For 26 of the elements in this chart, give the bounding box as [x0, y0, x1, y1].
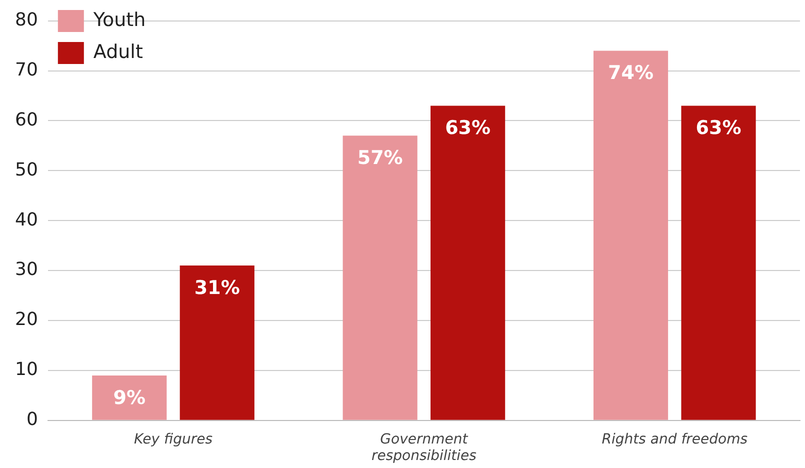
legend-label: Youth [92, 8, 146, 31]
y-tick-label: 60 [15, 109, 38, 130]
y-tick-label: 20 [15, 309, 38, 330]
x-tick-label: Rights and freedoms [602, 431, 748, 448]
y-tick-label: 80 [15, 9, 38, 30]
bar [342, 136, 418, 420]
data-label: 31% [194, 276, 240, 299]
bar [92, 375, 167, 420]
data-label: 63% [445, 117, 491, 140]
y-tick-label: 40 [15, 209, 38, 230]
bar [681, 106, 756, 420]
x-tick-label: Government responsibilities [371, 431, 476, 464]
data-label: 63% [696, 117, 742, 140]
data-label: 57% [357, 147, 403, 170]
data-label: 74% [608, 62, 654, 84]
y-tick-label: 10 [15, 359, 38, 380]
legend-label: Adult [93, 40, 143, 63]
bar [180, 266, 254, 420]
y-tick-label: 70 [15, 59, 38, 80]
bar [430, 106, 506, 420]
y-tick-label: 50 [15, 159, 38, 180]
x-tick-label: Key figures [134, 431, 213, 448]
y-tick-label: 0 [26, 409, 38, 430]
data-label: 9% [113, 386, 146, 409]
y-tick-label: 30 [15, 259, 38, 280]
bar [593, 50, 668, 420]
